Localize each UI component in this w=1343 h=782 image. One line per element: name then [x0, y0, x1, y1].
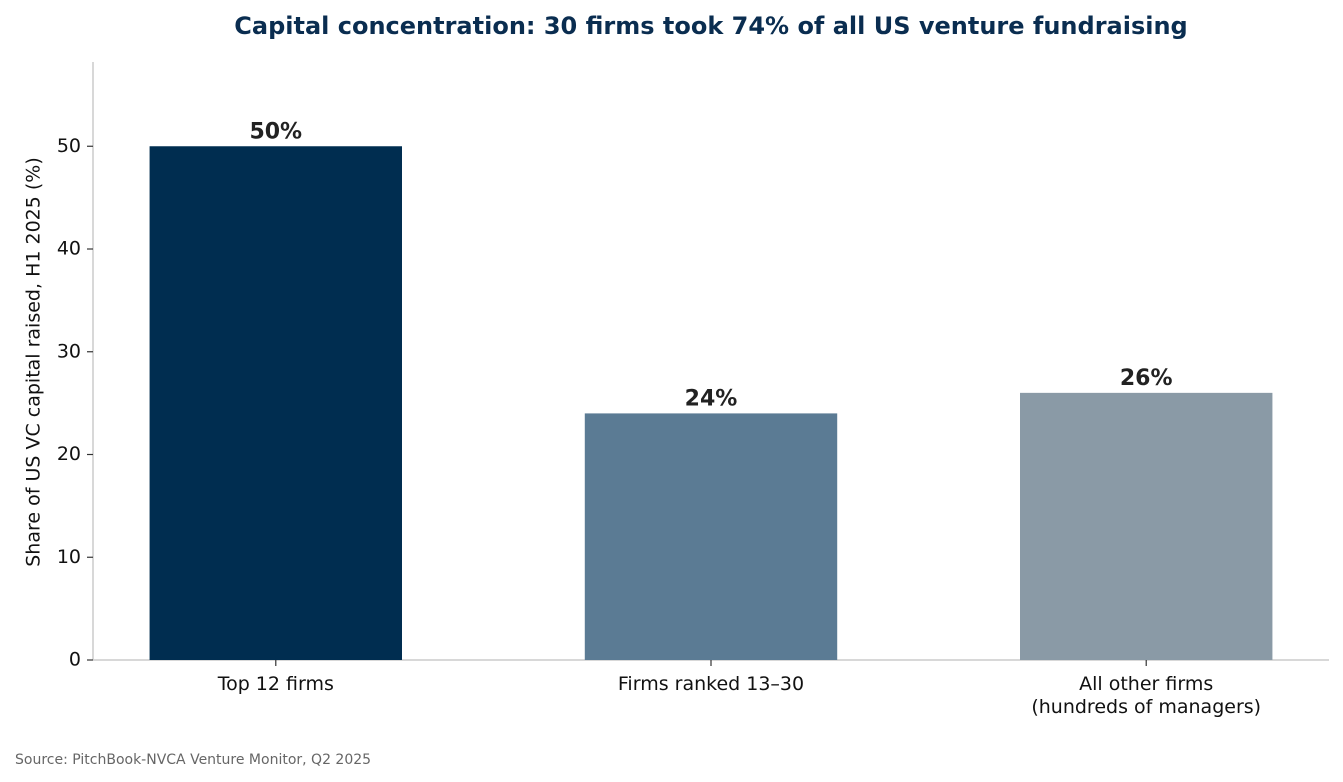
y-tick-label: 40 — [57, 238, 81, 260]
chart-title: Capital concentration: 30 firms took 74%… — [234, 12, 1187, 40]
x-tick-label: Firms ranked 13–30 — [617, 673, 805, 695]
bar — [149, 146, 402, 661]
y-tick-label: 20 — [57, 443, 81, 465]
y-axis-label: Share of US VC capital raised, H1 2025 (… — [23, 157, 45, 567]
y-tick-label: 30 — [57, 340, 81, 362]
y-tick-label: 0 — [69, 649, 81, 671]
y-tick-label: 50 — [57, 135, 81, 157]
source-note: Source: PitchBook-NVCA Venture Monitor, … — [15, 752, 371, 768]
value-label: 24% — [685, 386, 738, 411]
x-tick-label: Top 12 firms — [217, 673, 334, 695]
bar — [1020, 392, 1273, 660]
value-label: 26% — [1120, 366, 1173, 391]
y-tick-label: 10 — [57, 546, 81, 568]
bar — [584, 413, 838, 660]
value-label: 50% — [249, 119, 302, 144]
x-tick-label: All other firms (hundreds of managers) — [1031, 673, 1262, 718]
